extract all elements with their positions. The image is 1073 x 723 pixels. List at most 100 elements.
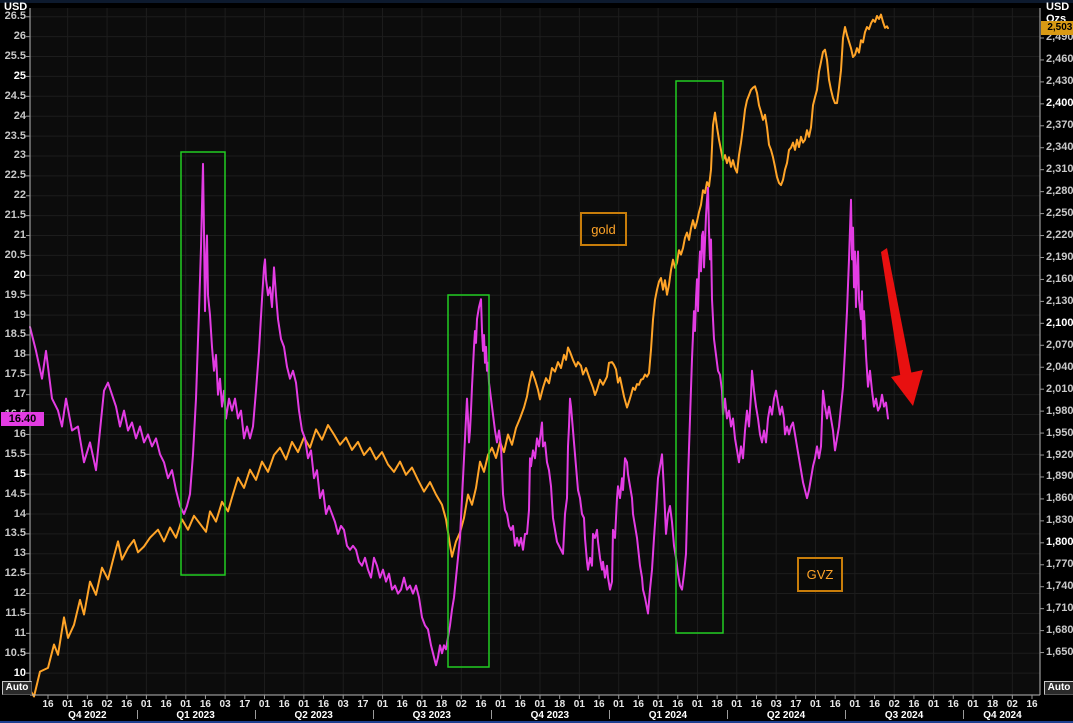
left-axis-tick: 21.5 [4,209,26,222]
window-top-edge [0,0,1073,3]
x-axis-tick: 16 [632,699,644,710]
quarter-divider [372,710,374,719]
x-axis-tick: 17 [239,699,251,710]
right-axis-tick: 2,160 [1046,272,1073,285]
right-axis-tick: 2,040 [1046,360,1073,373]
right-axis-tick: 2,430 [1046,75,1073,88]
right-axis-tick: 2,010 [1046,382,1073,395]
x-axis-tick: 01 [613,699,625,710]
right-axis-tick: 1,830 [1046,514,1073,527]
x-axis-tick: 01 [140,699,152,710]
x-axis-tick: 16 [160,699,172,710]
right-axis-tick: 2,400 [1046,97,1073,110]
left-axis-tick: 20 [13,268,26,281]
left-axis-tick: 14 [13,507,26,520]
right-axis-tick: 2,100 [1046,316,1073,329]
left-axis-tick: 17.5 [4,368,26,381]
x-axis-tick: 16 [278,699,290,710]
x-axis-quarter-label: Q3 2023 [412,710,451,721]
right-axis-unit-label-1: USD [1046,1,1070,13]
gold-last-value-badge: 2,503.5 [1041,21,1073,36]
left-axis-tick: 18 [13,348,26,361]
left-axis-tick: 11 [14,626,26,639]
left-axis-tick: 25.5 [4,50,26,63]
left-axis-tick: 20.5 [4,248,26,261]
left-axis-tick: 10 [13,666,26,679]
x-axis-quarter-label: Q3 2024 [884,710,924,721]
right-axis-tick: 1,770 [1046,558,1073,571]
left-axis-tick: 16 [13,427,26,440]
right-axis-tick: 1,680 [1046,624,1073,637]
right-axis-tick: 2,130 [1046,294,1073,307]
x-axis-quarter-label: Q4 2022 [68,710,107,721]
x-axis-tick: 01 [809,699,822,710]
left-axis-tick: 15 [13,467,26,480]
left-axis-tick: 24.5 [4,89,26,102]
x-axis-tick: 01 [416,699,428,710]
auto-scale-button-right[interactable]: Auto [1044,681,1073,695]
gold-series-label[interactable]: gold [580,212,627,246]
right-axis-tick: 2,460 [1046,53,1073,66]
x-axis-tick: 01 [298,699,310,710]
gvz-series-label[interactable]: GVZ [797,557,843,592]
right-axis-tick: 1,860 [1046,492,1073,505]
x-axis-tick: 16 [317,699,330,710]
x-axis-tick: 01 [967,699,979,710]
left-axis-tick: 22.5 [4,169,26,182]
left-axis-tick: 18.5 [4,328,26,341]
right-axis-tick: 2,370 [1046,119,1073,132]
quarter-divider [963,710,965,719]
x-axis-tick: 01 [62,699,74,710]
left-axis-tick: 11.5 [5,606,26,619]
x-axis-tick: 01 [731,699,743,710]
x-axis-tick: 03 [219,699,231,710]
left-axis-tick: 21 [13,229,26,242]
x-axis-tick: 01 [691,699,703,710]
auto-scale-button-left[interactable]: Auto [2,681,32,695]
right-axis-tick: 1,710 [1046,602,1073,615]
right-axis-tick: 2,220 [1046,229,1073,242]
left-axis-tick: 23 [13,149,26,162]
x-axis-tick: 16 [908,699,920,710]
x-axis-tick: 01 [180,699,192,710]
x-axis-tick: 01 [534,699,546,710]
x-axis-tick: 16 [514,699,526,710]
x-axis-tick: 16 [1026,699,1038,710]
gvz-last-value-badge: 16.40 [1,411,44,426]
left-axis-tick: 26.5 [4,10,26,23]
left-axis-tick: 23.5 [4,129,26,142]
x-axis-tick: 18 [554,699,566,710]
x-axis-tick: 16 [672,699,684,710]
x-axis-tick: 01 [573,699,585,710]
x-axis-tick: 16 [396,699,408,710]
right-axis-tick: 1,890 [1046,470,1073,483]
x-axis-tick: 16 [81,699,93,710]
right-axis-tick: 2,310 [1046,163,1073,176]
x-axis-tick: 16 [947,699,959,710]
x-axis-tick: 16 [121,699,133,710]
left-axis-tick: 17 [13,388,26,401]
right-axis-tick: 1,800 [1046,536,1073,549]
left-axis-tick: 12.5 [4,567,26,580]
x-axis-tick: 16 [868,699,881,710]
x-axis-tick: 01 [376,699,389,710]
right-axis-tick: 2,190 [1046,250,1073,263]
x-axis-quarter-label: Q2 2023 [294,710,333,721]
right-axis-tick: 2,250 [1046,207,1073,220]
left-axis-tick: 15.5 [4,447,26,460]
left-axis-tick: 14.5 [4,487,26,500]
quarter-divider [136,710,138,719]
x-axis-tick: 18 [987,699,999,710]
left-axis-tick: 10.5 [4,646,26,659]
x-axis-tick: 17 [357,699,369,710]
x-axis-tick: 16 [42,699,54,710]
x-axis-tick: 02 [455,699,467,710]
left-axis-tick: 24 [13,109,26,122]
x-axis-tick: 18 [711,699,723,710]
x-axis-tick: 02 [101,699,113,710]
left-axis-tick: 12 [13,587,26,600]
right-axis-tick: 2,070 [1046,338,1073,351]
left-axis-tick: 19.5 [4,288,26,301]
